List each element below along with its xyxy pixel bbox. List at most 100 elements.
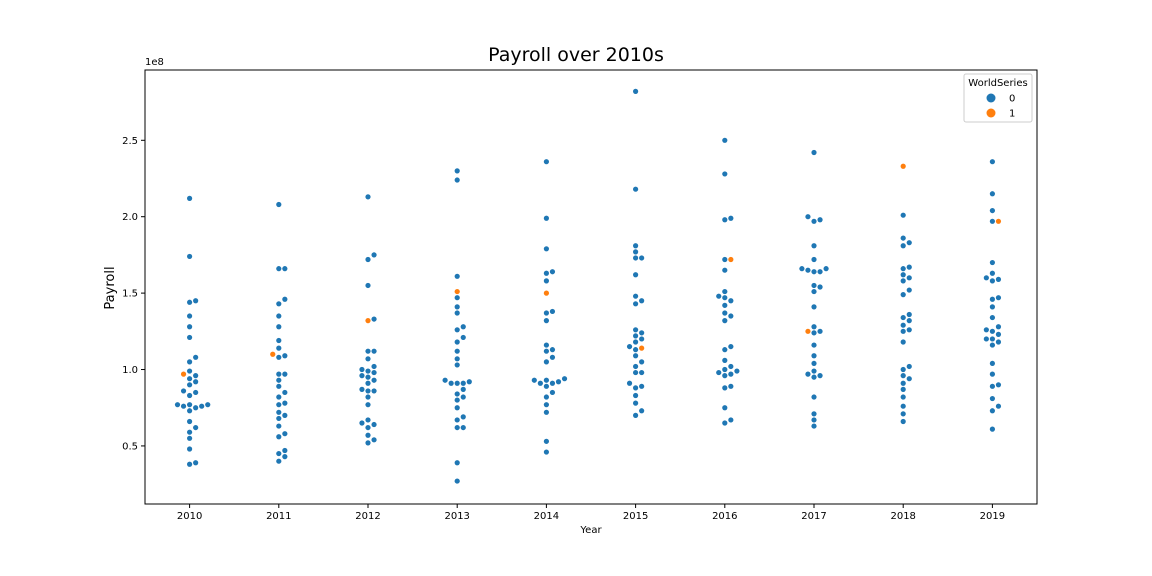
data-point-2010-ws0 (187, 382, 193, 388)
data-point-2018-ws0 (906, 363, 912, 370)
data-point-2013-ws0 (460, 414, 466, 420)
data-point-2019-ws0 (989, 218, 996, 224)
data-point-2010-ws0 (180, 403, 187, 409)
data-point-2016-ws0 (722, 171, 728, 177)
data-point-2019-ws0 (989, 259, 996, 266)
data-point-2015-ws0 (639, 330, 645, 336)
data-point-2019-ws0 (989, 426, 996, 432)
data-point-2016-ws0 (722, 288, 728, 295)
data-point-2015-ws0 (626, 380, 633, 386)
data-point-2018-ws0 (900, 314, 906, 321)
data-point-2019-ws0 (995, 331, 1002, 337)
legend-box (963, 73, 1033, 123)
data-point-2012-ws0 (359, 373, 365, 379)
data-point-2013-ws0 (454, 168, 460, 174)
data-point-2010-ws0 (193, 460, 199, 466)
data-point-2017-ws0 (811, 324, 817, 330)
data-point-2010-ws0 (187, 324, 193, 330)
data-point-2016-ws0 (722, 347, 728, 353)
data-point-2010-ws0 (174, 402, 181, 408)
data-point-2018-ws0 (900, 380, 906, 386)
data-point-2013-ws0 (454, 417, 460, 423)
data-point-2016-ws0 (734, 368, 740, 374)
data-point-2014-ws0 (531, 377, 537, 383)
y-tick-label: 2.5 (122, 136, 138, 147)
data-point-2015-ws0 (633, 301, 639, 307)
data-point-2012-ws1 (365, 318, 371, 324)
data-point-2013-ws0 (454, 304, 460, 310)
data-point-2011-ws0 (276, 450, 282, 457)
data-point-2017-ws0 (805, 214, 811, 220)
x-axis-label: Year (579, 525, 602, 536)
data-point-2013-ws0 (454, 397, 460, 403)
data-point-2014-ws0 (549, 380, 556, 386)
data-point-2010-ws0 (187, 461, 193, 467)
data-point-2014-ws0 (561, 376, 568, 382)
data-point-2011-ws0 (282, 447, 288, 454)
data-point-2017-ws0 (817, 328, 823, 334)
data-point-2012-ws0 (371, 421, 377, 428)
data-point-2013-ws0 (460, 424, 466, 431)
data-point-2018-ws0 (900, 278, 906, 284)
data-point-2016-ws0 (728, 417, 734, 423)
data-point-2015-ws0 (633, 255, 639, 261)
data-point-2010-ws0 (187, 359, 193, 365)
data-point-2015-ws0 (633, 353, 639, 359)
data-point-2017-ws0 (811, 330, 817, 336)
data-point-2019-ws0 (989, 328, 996, 334)
data-point-2017-ws0 (811, 360, 817, 367)
data-point-2016-ws0 (728, 343, 734, 350)
data-point-2010-ws0 (187, 408, 193, 414)
data-point-2013-ws0 (454, 478, 460, 484)
data-point-2017-ws0 (811, 417, 817, 423)
data-point-2018-ws0 (906, 264, 912, 270)
data-point-2011-ws0 (282, 454, 288, 460)
data-point-2016-ws0 (728, 383, 734, 389)
data-point-2013-ws0 (454, 339, 460, 345)
data-point-2013-ws0 (454, 391, 460, 397)
data-point-2018-ws0 (900, 322, 906, 328)
data-point-2013-ws0 (460, 386, 466, 392)
data-point-2014-ws1 (543, 290, 550, 296)
data-point-2016-ws0 (728, 363, 734, 370)
data-point-2015-ws0 (633, 339, 639, 345)
data-point-2010-ws0 (187, 392, 193, 399)
data-point-2015-ws0 (633, 363, 639, 370)
data-point-2014-ws0 (543, 348, 550, 354)
x-tick-label: 2013 (444, 511, 469, 522)
data-point-2017-ws0 (805, 371, 811, 377)
data-point-2012-ws0 (371, 363, 377, 370)
data-point-2014-ws0 (555, 379, 562, 385)
data-point-2017-ws0 (817, 269, 823, 275)
data-point-2019-ws0 (983, 336, 989, 342)
data-point-2016-ws0 (722, 302, 728, 308)
data-point-2010-ws0 (187, 334, 193, 341)
data-point-2011-ws0 (282, 400, 288, 406)
data-point-2019-ws0 (989, 278, 996, 284)
data-point-2010-ws0 (187, 313, 193, 319)
data-point-2015-ws0 (633, 400, 639, 406)
data-point-2012-ws0 (365, 394, 371, 400)
data-point-2016-ws0 (722, 267, 728, 273)
data-point-2013-ws0 (454, 295, 460, 301)
data-point-2012-ws0 (365, 424, 371, 431)
data-point-2018-ws0 (900, 339, 906, 345)
data-point-2013-ws0 (454, 177, 460, 183)
data-point-2010-ws0 (205, 402, 211, 408)
y-tick-label: 1.5 (122, 289, 138, 300)
data-point-2015-ws0 (639, 336, 645, 342)
data-point-2017-ws1 (805, 328, 811, 334)
data-point-2013-ws1 (454, 288, 460, 295)
data-point-2015-ws0 (633, 369, 639, 376)
data-point-2019-ws1 (995, 218, 1002, 224)
data-point-2011-ws0 (276, 377, 282, 383)
data-point-2014-ws0 (543, 342, 550, 348)
x-tick-label: 2018 (890, 511, 915, 522)
data-point-2010-ws0 (199, 403, 205, 409)
data-point-2019-ws0 (989, 395, 996, 402)
data-point-2016-ws0 (728, 371, 734, 377)
data-point-2011-ws0 (276, 301, 282, 307)
data-point-2015-ws0 (639, 383, 645, 389)
data-point-2017-ws0 (811, 269, 817, 275)
